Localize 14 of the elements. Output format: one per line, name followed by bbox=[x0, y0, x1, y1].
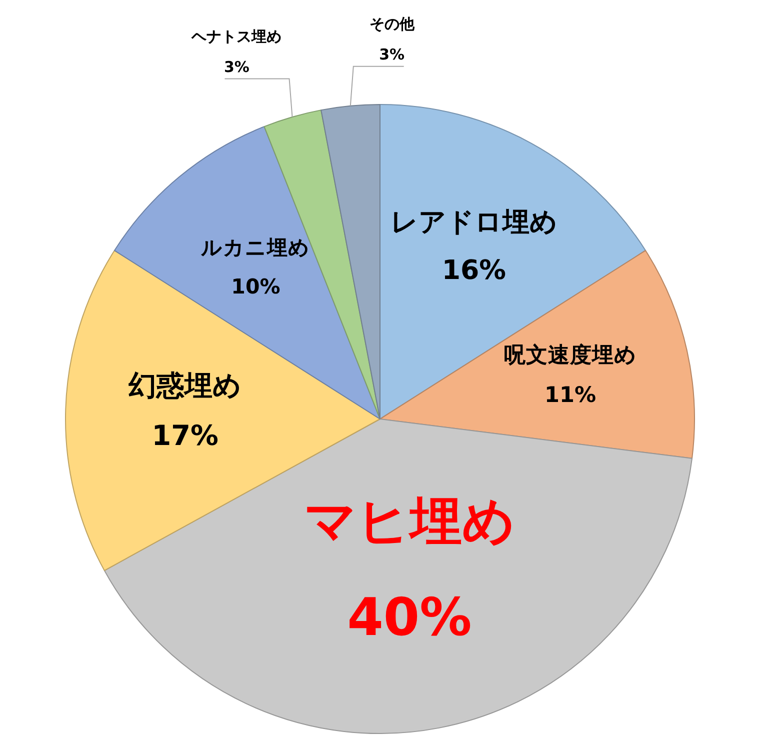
data-label: 10% bbox=[231, 274, 280, 298]
slice-label: マヒ埋め bbox=[304, 492, 515, 552]
slice-label: 幻惑埋め bbox=[128, 369, 242, 402]
slice-label: レアドロ埋め bbox=[390, 206, 558, 238]
data-label: 11% bbox=[544, 383, 596, 408]
data-label: 17% bbox=[152, 418, 219, 452]
data-label: 3% bbox=[224, 58, 250, 76]
slice-label: 呪文速度埋め bbox=[504, 342, 637, 368]
data-label: 3% bbox=[379, 45, 405, 64]
slice-label: その他 bbox=[369, 14, 416, 33]
data-label: 16% bbox=[442, 255, 506, 286]
slice-label: ヘナトス埋め bbox=[190, 27, 282, 46]
data-label: 40% bbox=[347, 588, 472, 648]
slice-label: ルカニ埋め bbox=[200, 236, 310, 260]
